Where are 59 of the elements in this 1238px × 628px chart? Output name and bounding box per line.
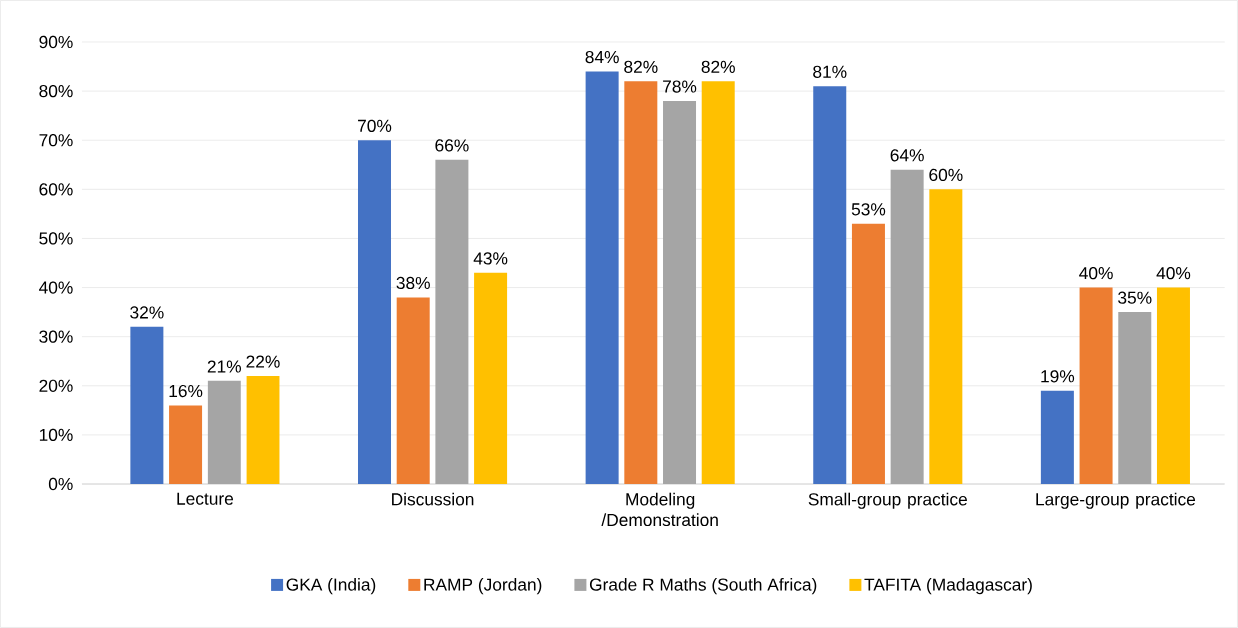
bar xyxy=(358,140,391,484)
y-tick-label: 10% xyxy=(39,428,73,442)
x-tick-label: Large-group practice xyxy=(1036,492,1196,509)
data-label: 66% xyxy=(435,139,469,152)
legend-label: RAMP (Jordan) xyxy=(424,577,542,595)
data-label: 82% xyxy=(701,60,735,74)
bar xyxy=(207,380,241,484)
data-label: 81% xyxy=(813,65,847,78)
bar xyxy=(435,159,469,484)
data-label: 35% xyxy=(1118,291,1152,304)
x-tick-label: Lecture xyxy=(177,492,234,505)
data-label: 40% xyxy=(1156,267,1191,280)
bar xyxy=(1040,390,1074,484)
y-tick-label: 70% xyxy=(39,134,73,147)
x-tick-label: Small-group practice xyxy=(808,492,967,509)
data-label: 70% xyxy=(358,119,392,132)
bar xyxy=(890,169,924,484)
data-label: 84% xyxy=(585,50,619,64)
x-tick-label: Discussion xyxy=(392,492,474,506)
bar xyxy=(246,375,280,484)
legend-label: TAFITA (Madagascar) xyxy=(864,577,1032,595)
bar xyxy=(929,189,963,484)
y-tick-label: 80% xyxy=(39,84,73,98)
data-label: 38% xyxy=(396,276,430,290)
bar xyxy=(169,405,203,484)
bar xyxy=(1079,287,1113,484)
data-label: 32% xyxy=(130,306,164,319)
data-label: 40% xyxy=(1079,267,1113,280)
x-tick-label: Modeling /Demonstration xyxy=(601,492,718,527)
data-label: 64% xyxy=(890,149,924,162)
data-label: 22% xyxy=(246,355,280,368)
data-label: 78% xyxy=(663,80,697,93)
y-tick-label: 40% xyxy=(39,281,73,294)
bar xyxy=(474,272,508,484)
y-tick-label: 0% xyxy=(48,477,73,491)
bar xyxy=(813,86,847,484)
legend-label: GKA (India) xyxy=(286,577,376,595)
y-tick-label: 90% xyxy=(39,35,73,49)
bar xyxy=(1118,312,1152,484)
bar xyxy=(701,81,735,484)
y-tick-label: 60% xyxy=(39,183,73,196)
bar xyxy=(585,71,619,484)
data-label: 43% xyxy=(473,252,508,265)
data-label: 53% xyxy=(851,203,886,216)
bar xyxy=(1156,287,1190,484)
data-label: 82% xyxy=(624,60,658,74)
data-label: 21% xyxy=(207,360,241,373)
data-label: 19% xyxy=(1041,370,1075,383)
bar xyxy=(130,326,164,484)
y-tick-label: 20% xyxy=(39,379,73,392)
data-label: 16% xyxy=(169,384,203,398)
y-tick-label: 50% xyxy=(39,232,73,245)
data-label: 60% xyxy=(929,168,963,182)
bar xyxy=(851,223,885,484)
legend-label: Grade R Maths (South Africa) xyxy=(589,577,817,595)
bar xyxy=(624,81,658,484)
bar xyxy=(663,100,697,484)
y-tick-label: 30% xyxy=(39,330,73,343)
bar xyxy=(396,297,430,484)
